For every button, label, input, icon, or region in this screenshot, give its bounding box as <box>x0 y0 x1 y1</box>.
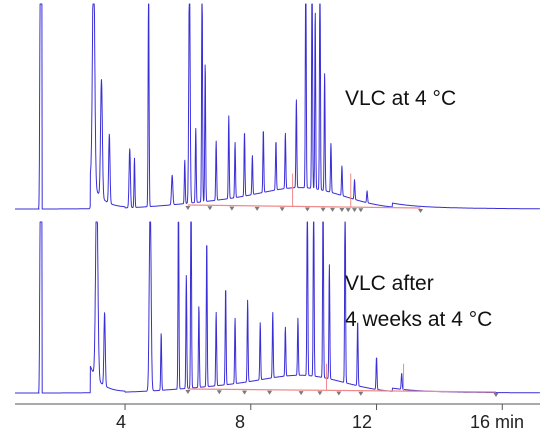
peak-marker <box>352 208 357 213</box>
x-axis <box>15 403 540 410</box>
peak-marker <box>336 391 342 396</box>
peak-marker <box>185 390 191 394</box>
peak-marker <box>254 206 260 211</box>
series-0-trace <box>14 3 541 210</box>
x-tick-label-16: 16 min <box>470 412 524 432</box>
peak-marker <box>216 390 222 395</box>
chromatogram-panel-bottom <box>14 221 541 397</box>
peak-marker <box>317 391 323 396</box>
peak-marker <box>242 390 247 395</box>
peak-marker <box>320 207 326 212</box>
x-tick-label-12: 12 <box>352 412 372 432</box>
peak-marker <box>418 209 423 213</box>
peak-marker <box>345 208 351 213</box>
peak-marker <box>229 206 235 211</box>
peak-marker <box>185 206 191 210</box>
peak-marker <box>267 390 273 395</box>
x-tick-label-4: 4 <box>116 412 126 432</box>
annotation-bottom-line-2: 4 weeks at 4 °C <box>345 308 492 331</box>
chromatogram-panel-top <box>14 3 541 213</box>
peak-marker <box>279 207 285 212</box>
peak-marker <box>330 207 335 212</box>
annotation-bottom-line-1: VLC after <box>345 272 434 295</box>
peak-marker <box>493 393 499 397</box>
peak-marker <box>304 207 310 212</box>
peak-marker <box>207 206 213 211</box>
series-0-integration-baseline <box>187 204 421 209</box>
x-tick-label-8: 8 <box>235 412 245 432</box>
peak-marker <box>358 391 364 396</box>
series-1-integration-baseline <box>187 388 496 393</box>
annotation-top-line-1: VLC at 4 °C <box>345 87 456 110</box>
peak-marker <box>298 391 304 396</box>
peak-marker <box>339 208 345 212</box>
peak-marker <box>358 208 364 213</box>
